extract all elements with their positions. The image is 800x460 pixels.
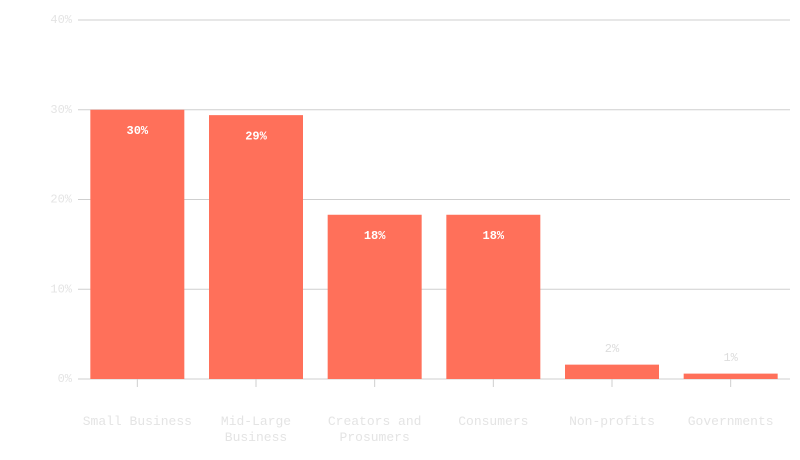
bar [327,214,422,379]
x-tick-label: Governments [687,414,774,429]
y-tick-label: 30% [50,103,72,117]
y-tick-label: 40% [50,13,72,27]
x-tick-label: Mid-Large Business [220,414,292,445]
value-label: 18% [483,229,505,243]
bar [446,214,541,379]
value-label: 1% [723,351,738,365]
x-tick-label: Consumers [458,414,529,429]
x-tick-label: Small Business [82,414,192,429]
bar [565,364,659,379]
y-tick-label: 0% [58,372,73,386]
value-label: 30% [127,124,149,138]
bar [683,373,778,379]
x-tick-label: Non-profits [569,414,655,429]
bar [90,109,185,379]
x-tick-label: Creators and Prosumers [327,414,422,445]
bar [209,115,303,379]
value-label: 29% [245,129,267,143]
value-label: 2% [605,342,620,356]
value-label: 18% [364,229,386,243]
y-tick-label: 10% [50,282,72,296]
y-tick-label: 20% [50,193,72,207]
